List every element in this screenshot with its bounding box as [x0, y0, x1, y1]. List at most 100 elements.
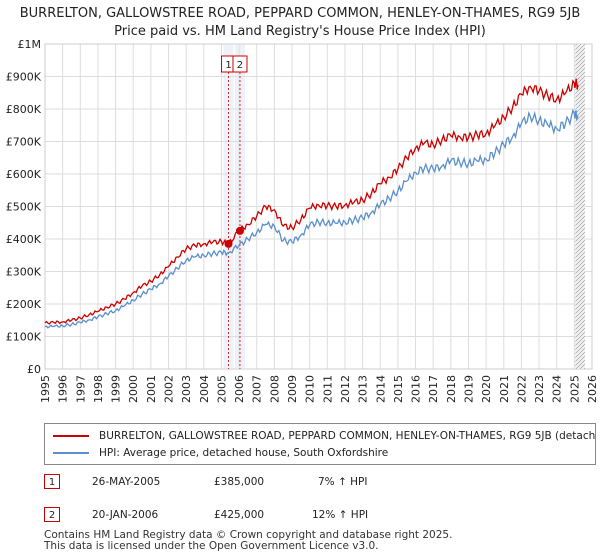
hatch-line — [575, 115, 585, 126]
x-tick-label: 1995 — [39, 375, 52, 403]
x-tick-label: 1997 — [74, 375, 87, 403]
x-tick-label: 1996 — [57, 375, 70, 403]
hatch-line — [575, 267, 585, 278]
transaction-point — [224, 239, 233, 248]
hatch-band — [575, 24, 585, 369]
hatch-line — [575, 91, 585, 102]
hatch-line — [575, 323, 585, 334]
hatch-line — [575, 299, 585, 310]
hatch-background — [575, 44, 585, 369]
hatch-line — [575, 131, 585, 142]
hatch-line — [575, 183, 585, 194]
hatch-line — [575, 127, 585, 138]
x-tick-label: 2024 — [551, 375, 564, 403]
hatch-line — [575, 211, 585, 222]
hatch-line — [575, 51, 585, 62]
transaction-point — [235, 226, 244, 235]
y-tick-label: £400K — [6, 233, 42, 246]
transaction-hpi-change: 7% ↑ HPI — [318, 476, 368, 488]
hatch-line — [575, 271, 585, 282]
legend-swatch-hpi — [53, 452, 89, 454]
hatch-line — [575, 283, 585, 294]
x-tick-label: 2007 — [251, 375, 264, 403]
transaction-label-box — [232, 55, 248, 73]
legend-item-hpi: HPI: Average price, detached house, Sout… — [53, 447, 388, 463]
x-tick-label: 2014 — [374, 375, 387, 403]
hatch-line — [575, 295, 585, 306]
x-tick-label: 2006 — [233, 375, 246, 403]
hatch-line — [575, 119, 585, 130]
hatch-line — [575, 355, 585, 366]
footer-copyright: Contains HM Land Registry data © Crown c… — [44, 529, 453, 541]
hatch-line — [575, 315, 585, 326]
x-tick-label: 2001 — [145, 375, 158, 403]
hatch-line — [575, 255, 585, 266]
hatch-line — [575, 191, 585, 202]
hatch-line — [575, 279, 585, 290]
transaction-shade — [223, 44, 234, 369]
hatch-line — [575, 219, 585, 230]
hatch-line — [575, 59, 585, 70]
hatch-line — [575, 235, 585, 246]
hatch-line — [575, 243, 585, 254]
hatch-line — [575, 95, 585, 106]
hatch-line — [575, 155, 585, 166]
hatch-line — [575, 44, 582, 50]
legend-label-hpi: HPI: Average price, detached house, Sout… — [99, 447, 389, 459]
x-tick-label: 2026 — [586, 375, 599, 403]
hatch-line — [575, 327, 585, 338]
y-tick-label: £100K — [6, 331, 42, 344]
hatch-line — [575, 319, 585, 330]
hatch-line — [575, 55, 585, 66]
hatch-line — [575, 231, 585, 242]
hatch-line — [575, 227, 585, 238]
hatch-line — [575, 83, 585, 94]
series-line-hpi — [44, 108, 579, 329]
hatch-line — [575, 103, 585, 114]
x-tick-label: 2015 — [392, 375, 405, 403]
hatch-line — [575, 135, 585, 146]
hatch-line — [575, 139, 585, 150]
x-tick-label: 2008 — [268, 375, 281, 403]
hatch-line — [575, 67, 585, 78]
series-line-property — [44, 78, 579, 325]
transaction-price: £385,000 — [214, 476, 265, 488]
y-tick-label: £900K — [6, 71, 42, 84]
hatch-line — [575, 343, 585, 354]
hatch-line — [575, 331, 585, 342]
series-lines — [44, 78, 579, 329]
footer: Contains HM Land Registry data © Crown c… — [44, 530, 452, 552]
hatch-line — [575, 359, 585, 369]
x-tick-label: 2004 — [198, 375, 211, 403]
hatch-line — [575, 215, 585, 226]
y-tick-label: £1M — [18, 38, 42, 51]
hatch-line — [575, 203, 585, 214]
y-tick-label: £200K — [6, 298, 42, 311]
hatch-line — [575, 307, 585, 318]
hatch-line — [575, 263, 585, 274]
hatch-line — [575, 63, 585, 74]
hatch-line — [575, 24, 585, 34]
x-tick-label: 2009 — [286, 375, 299, 403]
y-tick-label: £800K — [6, 103, 42, 116]
y-tick-label: £700K — [6, 136, 42, 149]
hatch-line — [575, 28, 585, 38]
hatch-line — [575, 187, 585, 198]
hatch-line — [575, 247, 585, 258]
y-tick-label: £600K — [6, 168, 42, 181]
legend-item-property: BURRELTON, GALLOWSTREE ROAD, PEPPARD COM… — [53, 430, 595, 446]
y-tick-label: £0 — [27, 363, 41, 376]
hatch-line — [575, 44, 585, 54]
x-tick-label: 2019 — [462, 375, 475, 403]
hatch-line — [575, 123, 585, 134]
hatch-line — [575, 44, 578, 46]
transaction-date: 20-JAN-2006 — [92, 509, 159, 521]
x-tick-label: 2023 — [533, 375, 546, 403]
x-tick-label: 1998 — [92, 375, 105, 403]
transaction-number-badge: 2 — [44, 507, 60, 522]
hatch-line — [575, 351, 585, 362]
x-tick-label: 2005 — [215, 375, 228, 403]
legend-swatch-property — [53, 435, 89, 437]
transaction-shade — [234, 44, 245, 369]
hatch-line — [575, 259, 585, 270]
